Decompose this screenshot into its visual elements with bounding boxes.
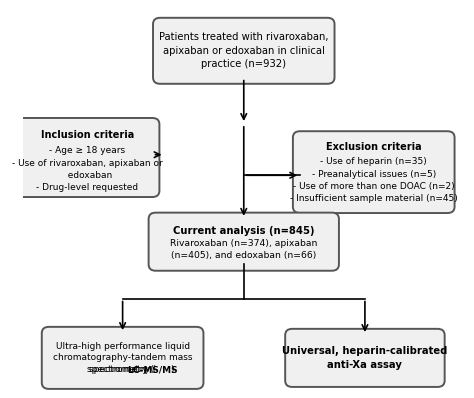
- Text: spectrometry (: spectrometry (: [89, 365, 156, 374]
- Text: LC-MS/MS: LC-MS/MS: [127, 365, 178, 374]
- Text: chromatography-tandem mass: chromatography-tandem mass: [53, 353, 192, 363]
- Text: ): ): [171, 365, 174, 374]
- Text: spectrometry (: spectrometry (: [87, 365, 154, 374]
- Text: - Use of heparin (n=35): - Use of heparin (n=35): [320, 157, 427, 166]
- FancyBboxPatch shape: [42, 327, 203, 389]
- FancyBboxPatch shape: [285, 329, 445, 387]
- Text: Ultra-high performance liquid: Ultra-high performance liquid: [55, 341, 190, 351]
- Text: - Drug-level requested: - Drug-level requested: [36, 183, 138, 192]
- FancyBboxPatch shape: [15, 118, 159, 197]
- Text: Exclusion criteria: Exclusion criteria: [326, 142, 421, 152]
- Text: - Preanalytical issues (n=5): - Preanalytical issues (n=5): [311, 170, 436, 179]
- Text: Universal, heparin-calibrated
anti-Xa assay: Universal, heparin-calibrated anti-Xa as…: [282, 346, 447, 370]
- Text: edoxaban: edoxaban: [62, 171, 112, 180]
- Text: Inclusion criteria: Inclusion criteria: [41, 130, 134, 140]
- Text: Patients treated with rivaroxaban,
apixaban or edoxaban in clinical
practice (n=: Patients treated with rivaroxaban, apixa…: [159, 32, 328, 69]
- Text: Rivaroxaban (n=374), apixaban
(n=405), and edoxaban (n=66): Rivaroxaban (n=374), apixaban (n=405), a…: [170, 239, 318, 260]
- Text: Current analysis (n=845): Current analysis (n=845): [173, 226, 315, 236]
- Text: - Age ≥ 18 years: - Age ≥ 18 years: [49, 146, 126, 155]
- FancyBboxPatch shape: [293, 131, 455, 213]
- FancyBboxPatch shape: [149, 213, 339, 271]
- Text: - Insufficient sample material (n=45): - Insufficient sample material (n=45): [290, 194, 457, 203]
- Text: - Use of more than one DOAC (n=2): - Use of more than one DOAC (n=2): [293, 182, 455, 191]
- FancyBboxPatch shape: [153, 18, 335, 84]
- Text: - Use of rivaroxaban, apixaban or: - Use of rivaroxaban, apixaban or: [12, 158, 163, 168]
